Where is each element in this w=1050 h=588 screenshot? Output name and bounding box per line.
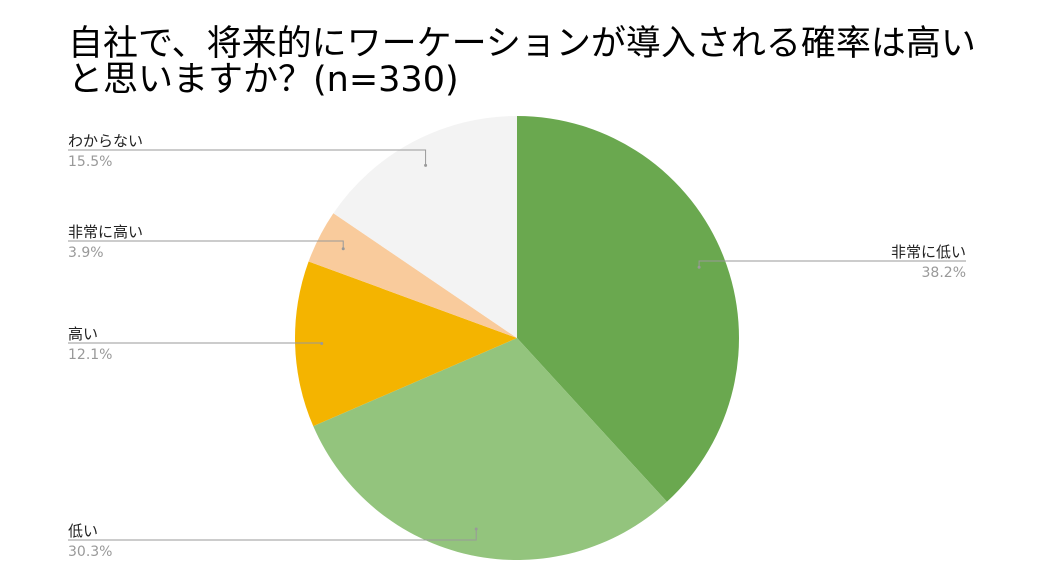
leader-dot: [424, 163, 428, 167]
slice-value-label: 3.9%: [68, 245, 104, 261]
leader-line: [68, 240, 344, 249]
slice-label: 非常に低い: [891, 243, 966, 261]
pie-slice: [517, 116, 740, 502]
pie-slice: [295, 261, 517, 427]
leader-dot: [474, 527, 478, 531]
slice-label: 非常に高い: [68, 223, 143, 241]
pie-slice: [333, 116, 517, 338]
slice-label: 低い: [68, 522, 98, 540]
slice-value-label: 38.2%: [922, 265, 966, 281]
leader-dot: [341, 247, 345, 251]
slice-label: 高い: [68, 325, 98, 343]
slice-value-label: 12.1%: [68, 347, 112, 363]
leader-line: [68, 529, 477, 541]
leader-dot: [320, 342, 324, 346]
leader-dot: [697, 265, 701, 269]
pie-slice: [313, 338, 667, 561]
slice-value-label: 30.3%: [68, 544, 112, 560]
leader-line: [68, 149, 427, 166]
slice-label: わからない: [68, 132, 143, 150]
chart-title: 自社で、将来的にワーケーションが導入される確率は高いと思いますか？(n=330): [68, 24, 976, 100]
leader-line: [68, 342, 323, 344]
slice-value-label: 15.5%: [68, 154, 112, 170]
leader-line: [698, 260, 966, 268]
pie-slice: [308, 213, 517, 338]
